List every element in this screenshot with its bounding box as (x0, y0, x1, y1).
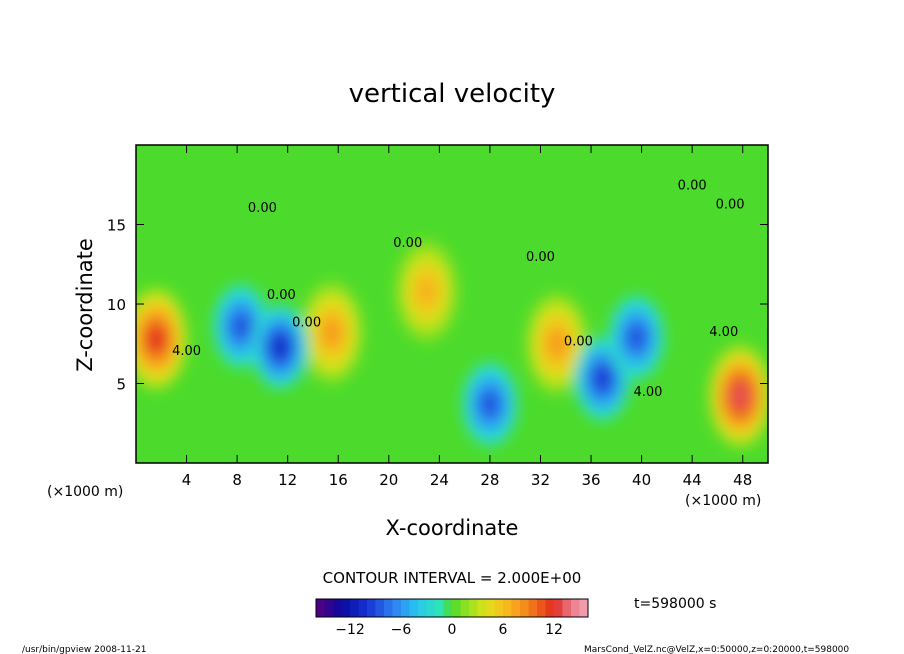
field-features (136, 239, 768, 448)
colorbar-cell (392, 599, 402, 617)
colorbar-frame (315, 598, 589, 618)
y-tick-label: 10 (107, 296, 126, 314)
x-tick-label: 4 (182, 471, 192, 489)
colorbar-cell (571, 599, 580, 617)
colorbar-cell (545, 599, 555, 617)
colorbar-cell (367, 599, 376, 617)
x-tick-label: 8 (232, 471, 242, 489)
contour-label: 4.00 (172, 344, 201, 359)
x-tick-label: 40 (632, 471, 651, 489)
colorbar-cell (520, 599, 529, 617)
x-unit-right: (×1000 m) (685, 493, 761, 509)
colorbar-cell (511, 599, 521, 617)
contour-label: 0.00 (526, 250, 555, 265)
colorbar-cell (579, 599, 589, 617)
x-tick-label: 12 (278, 471, 297, 489)
contour-labels: 0.00 0.00 0.00 0.00 0.00 0.00 0.00 0.00 4.00 4.00… (172, 179, 744, 401)
colorbar-cell (528, 599, 538, 617)
contour-label: 0.00 (248, 201, 277, 216)
colorbar (316, 599, 589, 617)
contour-label: 4.00 (709, 325, 738, 340)
x-unit-left: (×1000 m) (47, 484, 123, 500)
feature-downdraft-6 (252, 304, 309, 390)
program-label: /usr/bin/gpview 2008-11-21 (22, 645, 146, 654)
contour-label: 0.00 (564, 334, 593, 349)
colorbar-cell (333, 599, 342, 617)
contour-label: 0.00 (678, 179, 707, 194)
colorbar-cell (324, 599, 334, 617)
colorbar-cell (562, 599, 572, 617)
colorbar-tick-label: −12 (335, 622, 365, 638)
colorbar-cell (503, 599, 512, 617)
contour-interval-text: CONTOUR INTERVAL = 2.000E+00 (323, 569, 582, 587)
feature-updraft-0 (136, 287, 189, 391)
feature-downdraft-7 (461, 362, 518, 447)
y-axis-label: Z-coordinate (73, 238, 97, 372)
feature-updraft-3 (525, 292, 589, 396)
x-axis-ticks: 4 8 12 16 20 24 28 32 36 40 44 48 (182, 145, 752, 489)
time-label: t=598000 s (634, 596, 716, 612)
colorbar-cell (375, 599, 385, 617)
contour-label: 4.00 (633, 385, 662, 400)
colorbar-tick-label: −6 (391, 622, 412, 638)
x-tick-label: 32 (531, 471, 550, 489)
colorbar-cell (460, 599, 470, 617)
colorbar-cell (358, 599, 368, 617)
colorbar-cell (486, 599, 495, 617)
colorbar-cell (469, 599, 478, 617)
y-axis-ticks: 5 10 15 (107, 217, 768, 394)
x-axis-label: X-coordinate (386, 516, 519, 540)
colorbar-tick-label: 0 (448, 622, 457, 638)
colorbar-cell (477, 599, 487, 617)
source-label: MarsCond_VelZ.nc@VelZ,x=0:50000,z=0:2000… (584, 645, 849, 654)
x-tick-label: 20 (379, 471, 398, 489)
colorbar-tick-label: 12 (545, 622, 563, 638)
chart-title: vertical velocity (349, 79, 556, 109)
colorbar-cell (554, 599, 563, 617)
x-tick-label: 48 (733, 471, 752, 489)
colorbar-cell (418, 599, 427, 617)
contour-label: 0.00 (393, 236, 422, 251)
colorbar-cell (350, 599, 359, 617)
colorbar-cell (409, 599, 419, 617)
colorbar-cell (426, 599, 436, 617)
colorbar-cell (443, 599, 453, 617)
x-tick-label: 16 (329, 471, 348, 489)
x-tick-label: 36 (581, 471, 600, 489)
contour-label: 0.00 (716, 198, 745, 213)
colorbar-cell (452, 599, 461, 617)
colorbar-cell (316, 599, 325, 617)
feature-updraft-1 (708, 344, 768, 448)
colorbar-cell (341, 599, 351, 617)
y-tick-label: 15 (107, 217, 126, 235)
colorbar-cell (435, 599, 444, 617)
y-tick-label: 5 (116, 376, 126, 394)
contour-label: 0.00 (267, 288, 296, 303)
feature-downdraft-9 (608, 295, 665, 380)
x-tick-label: 24 (430, 471, 449, 489)
colorbar-tick-label: 6 (499, 622, 508, 638)
colorbar-cell (384, 599, 393, 617)
colorbar-ticks: −12 −6 0 6 12 (335, 622, 563, 638)
x-tick-label: 28 (480, 471, 499, 489)
contour-label: 0.00 (292, 315, 321, 330)
x-tick-label: 44 (683, 471, 702, 489)
colorbar-cell (494, 599, 504, 617)
feature-updraft-2 (300, 280, 364, 385)
feature-updraft-4 (394, 239, 459, 343)
colorbar-cell (401, 599, 410, 617)
colorbar-cell (537, 599, 546, 617)
